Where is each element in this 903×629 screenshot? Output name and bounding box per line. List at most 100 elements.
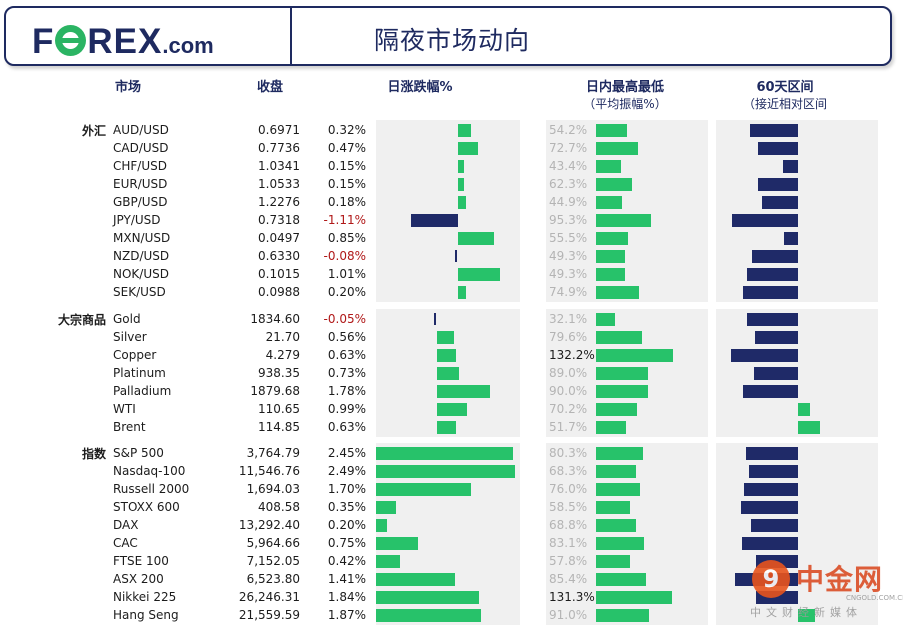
group-label: 外汇	[81, 124, 106, 138]
daily-change-bar	[376, 609, 481, 622]
row-intraday-value: 91.0%	[549, 608, 588, 622]
row-change-value: 0.73%	[327, 366, 366, 380]
daily-change-bar	[458, 232, 494, 245]
range60-bar	[758, 142, 798, 155]
row-change-value: 2.49%	[327, 464, 366, 478]
row-intraday-value: 68.3%	[549, 464, 588, 478]
daily-change-bar	[437, 403, 467, 416]
row-change-value: 0.85%	[327, 231, 366, 245]
daily-change-bar	[376, 573, 455, 586]
column-header-close: 收盘	[256, 80, 283, 95]
daily-change-tick	[434, 313, 436, 325]
group-label: 指数	[81, 447, 106, 461]
range60-bar	[749, 124, 798, 137]
daily-change-bar	[437, 367, 459, 380]
row-change-value: 2.45%	[327, 446, 366, 460]
row-change-value: 1.41%	[327, 572, 366, 586]
row-intraday-value: 95.3%	[549, 213, 588, 227]
forex-logo: F REX.com	[32, 22, 214, 62]
intraday-bar	[596, 385, 649, 398]
range60-subtitle: （接近相对区间	[742, 97, 827, 111]
row-name: Palladium	[113, 384, 172, 398]
intraday-subtitle: （平均振幅%）	[583, 97, 667, 111]
row-intraday-value: 49.3%	[549, 267, 588, 281]
row-change-value: 1.70%	[327, 482, 366, 496]
row-change-value: 0.42%	[327, 554, 366, 568]
watermark-sub: 中文财经新媒体	[750, 606, 862, 619]
row-intraday-value: 54.2%	[549, 123, 588, 137]
daily-change-bar	[376, 483, 472, 496]
row-name: AUD/USD	[113, 123, 169, 137]
row-close-value: 1.2276	[258, 195, 300, 209]
row-name: Brent	[113, 420, 146, 434]
daily-change-bar	[437, 385, 491, 398]
row-name: JPY/USD	[113, 213, 161, 227]
intraday-bar	[596, 537, 645, 550]
range60-bar	[743, 385, 798, 398]
row-close-value: 0.7736	[258, 141, 300, 155]
row-name: Silver	[113, 330, 147, 344]
row-close-value: 5,964.66	[246, 536, 300, 550]
intraday-title: 日内最高最低	[585, 80, 664, 95]
intraday-bar	[596, 367, 648, 380]
range60-bar	[746, 313, 798, 326]
row-close-value: 0.0988	[258, 285, 300, 299]
group-label: 大宗商品	[57, 313, 106, 327]
row-change-value: 1.78%	[327, 384, 366, 398]
daily-change-bar	[376, 465, 516, 478]
row-close-value: 0.0497	[258, 231, 300, 245]
row-name: Platinum	[113, 366, 166, 380]
daily-change-bar	[458, 178, 465, 191]
row-name: S&P 500	[113, 446, 164, 460]
header-divider	[290, 8, 292, 64]
range60-bar	[798, 403, 810, 416]
row-name: NZD/USD	[113, 249, 170, 263]
row-name: Gold	[113, 312, 141, 326]
row-close-value: 21.70	[265, 330, 300, 344]
row-change-value: -0.05%	[323, 312, 366, 326]
row-intraday-value: 49.3%	[549, 249, 588, 263]
range60-bar	[798, 421, 821, 434]
intraday-bar	[596, 519, 636, 532]
range60-bar	[798, 609, 815, 622]
intraday-bar	[596, 286, 640, 299]
daily-change-bar	[411, 214, 458, 227]
row-intraday-value: 62.3%	[549, 177, 588, 191]
row-name: Hang Seng	[113, 608, 179, 622]
daily-change-bar	[458, 124, 472, 137]
daily-change-bar	[458, 142, 478, 155]
intraday-bar	[596, 214, 652, 227]
row-name: CHF/USD	[113, 159, 167, 173]
daily-change-bar	[458, 196, 466, 209]
row-intraday-value: 55.5%	[549, 231, 588, 245]
daily-change-tick	[455, 250, 457, 262]
daily-change-bar	[437, 349, 456, 362]
row-change-value: 1.87%	[327, 608, 366, 622]
row-name: GBP/USD	[113, 195, 168, 209]
row-close-value: 6,523.80	[246, 572, 300, 586]
row-name: Nikkei 225	[113, 590, 177, 604]
row-close-value: 1,694.03	[246, 482, 300, 496]
logo-dotcom: .com	[162, 33, 214, 58]
row-name: Russell 2000	[113, 482, 190, 496]
row-intraday-value: 32.1%	[549, 312, 588, 326]
range60-bar	[762, 196, 798, 209]
row-close-value: 0.6971	[258, 123, 300, 137]
logo-f: F	[32, 22, 55, 61]
range60-bar	[746, 268, 798, 281]
row-name: CAD/USD	[113, 141, 169, 155]
range60-bar	[731, 214, 798, 227]
row-name: WTI	[113, 402, 136, 416]
row-name: Nasdaq-100	[113, 464, 186, 478]
watermark-url: CNGOLD.COM.CN	[846, 594, 903, 602]
row-close-value: 114.85	[258, 420, 300, 434]
row-name: DAX	[113, 518, 139, 532]
daily-change-bar	[376, 537, 418, 550]
intraday-bar	[596, 178, 633, 191]
row-close-value: 938.35	[258, 366, 300, 380]
daily-change-bar	[437, 331, 454, 344]
intraday-bar	[596, 142, 639, 155]
intraday-bar	[596, 501, 630, 514]
intraday-bar	[596, 250, 625, 263]
row-intraday-value: 132.2%	[549, 348, 595, 362]
